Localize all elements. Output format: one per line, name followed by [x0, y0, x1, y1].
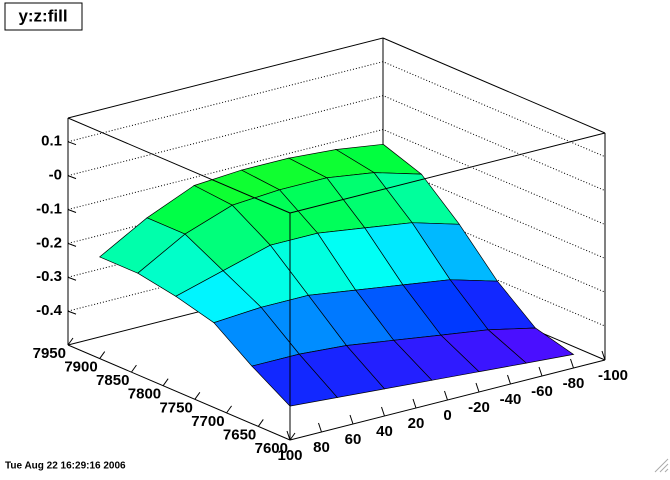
x-tick-label: 7850 [96, 372, 129, 389]
y-tick-label: -100 [598, 367, 628, 384]
y-tick-label: -80 [563, 375, 585, 392]
y-tick-label: 40 [376, 423, 393, 440]
y-tick-label: 20 [408, 415, 425, 432]
chart-title: y:z:fill [18, 6, 67, 25]
tick-mark [318, 422, 322, 433]
z-tick-label: -0.4 [36, 302, 63, 319]
box-edge [67, 117, 291, 214]
tick-mark [507, 374, 511, 385]
y-tick-label: 0 [443, 407, 451, 424]
tick-mark [67, 276, 77, 281]
x-tick-label: 7600 [255, 440, 288, 457]
grid-line [67, 128, 606, 225]
title-box [4, 2, 83, 31]
resize-grip [654, 458, 669, 473]
tick-mark [162, 378, 169, 387]
tick-mark [226, 405, 232, 414]
y-tick-label: -60 [531, 383, 553, 400]
tick-mark [538, 366, 543, 377]
tick-mark [412, 398, 417, 409]
y-tick-label: -40 [500, 391, 522, 408]
box-edge [67, 344, 291, 441]
tick-mark [570, 358, 574, 369]
z-tick-label: -0 [49, 167, 62, 184]
tick-mark [601, 350, 606, 361]
grid-line [67, 61, 606, 158]
x-tick-label: 7750 [159, 399, 192, 416]
box-edge [289, 132, 606, 214]
z-tick-label: -0.1 [36, 200, 62, 217]
x-tick-label: 7900 [64, 359, 97, 376]
tick-mark [67, 337, 74, 346]
tick-mark [67, 141, 77, 146]
y-tick-label: 60 [345, 431, 362, 448]
tick-mark [444, 390, 448, 401]
y-tick-label: 80 [313, 439, 330, 456]
tick-mark [194, 391, 201, 400]
box-edge [382, 37, 606, 134]
z-tick-label: -0.3 [36, 268, 62, 285]
tick-mark [349, 414, 354, 425]
tick-mark [289, 432, 296, 441]
tick-mark [131, 364, 137, 373]
tick-mark [67, 209, 77, 213]
tick-mark [475, 382, 480, 393]
tick-mark [99, 351, 106, 359]
y-tick-label: 100 [277, 447, 302, 464]
tick-mark [67, 242, 77, 247]
tick-mark [381, 406, 385, 417]
z-tick-label: 0.1 [41, 133, 62, 150]
surface-cell [251, 353, 338, 407]
box-edge [67, 37, 384, 119]
x-tick-label: 7650 [223, 426, 256, 443]
tick-mark [286, 430, 291, 441]
tick-mark [67, 310, 77, 315]
x-tick-label: 7700 [191, 413, 224, 430]
z-tick-label: -0.2 [36, 234, 62, 251]
tick-mark [67, 175, 77, 180]
grid-line [67, 95, 606, 192]
x-tick-label: 7950 [33, 345, 66, 362]
footer-date: Tue Aug 22 16:29:16 2006 [5, 461, 126, 472]
x-tick-label: 7800 [128, 386, 161, 403]
y-tick-label: -20 [468, 399, 490, 416]
tick-mark [257, 419, 264, 427]
